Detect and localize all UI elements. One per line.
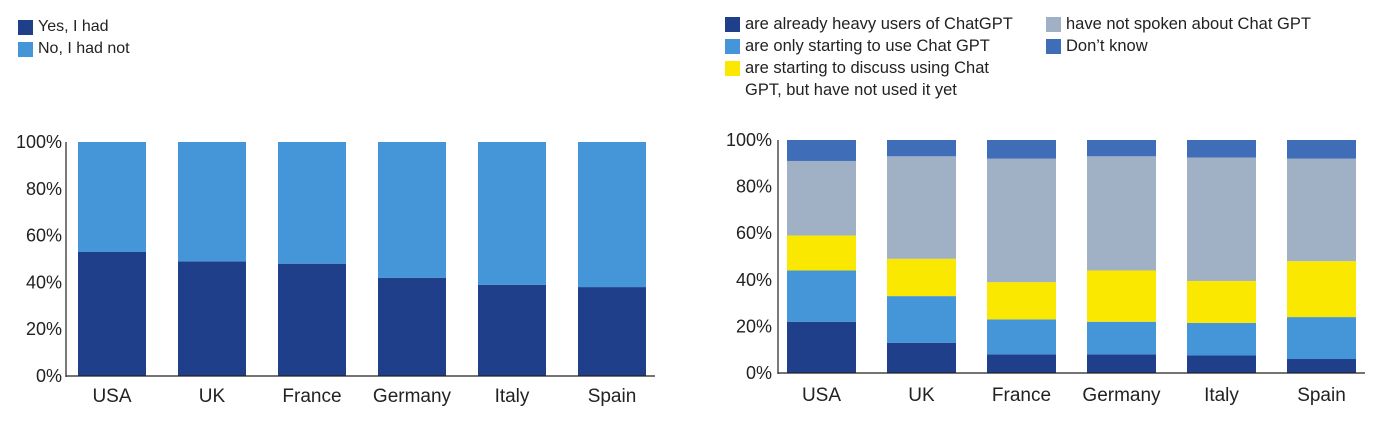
- x-tick-label: USA: [802, 385, 841, 406]
- bar-segment: [378, 277, 446, 376]
- bar-segment: [887, 342, 956, 373]
- legend-label: have not spoken about Chat GPT: [1066, 15, 1311, 33]
- legend-chart-1: Yes, I had No, I had not: [18, 16, 130, 60]
- bar-segment: [1087, 354, 1156, 373]
- bar-segment: [1187, 157, 1256, 281]
- bar-segment: [887, 296, 956, 343]
- legend-item: are already heavy users of ChatGPT: [725, 13, 1030, 35]
- legend-item: Yes, I had: [18, 16, 130, 38]
- legend-chart-2: are already heavy users of ChatGPT are o…: [725, 13, 1365, 101]
- bar-segment: [1187, 355, 1256, 373]
- bar-segment: [787, 321, 856, 373]
- x-tick-label: France: [992, 385, 1051, 406]
- bar-segment: [78, 251, 146, 376]
- y-tick-label: 40%: [26, 272, 62, 292]
- legend-label: are already heavy users of ChatGPT: [745, 15, 1013, 33]
- y-tick-label: 20%: [26, 319, 62, 339]
- legend-label: Yes, I had: [38, 18, 109, 35]
- bar-segment: [478, 142, 546, 285]
- bar-segment: [378, 142, 446, 278]
- legend-item: have not spoken about Chat GPT: [1046, 13, 1311, 35]
- bar-segment: [578, 142, 646, 288]
- legend-swatch: [18, 20, 33, 35]
- bar-segment: [1087, 321, 1156, 355]
- bar-segment: [887, 140, 956, 157]
- y-tick-label: 0%: [746, 363, 772, 383]
- x-tick-label: Spain: [588, 386, 637, 407]
- y-tick-label: 40%: [736, 270, 772, 290]
- bar-segment: [1287, 317, 1356, 360]
- bar-segment: [887, 156, 956, 259]
- legend-label: Don’t know: [1066, 37, 1148, 55]
- bar-segment: [787, 140, 856, 161]
- bar-segment: [1187, 140, 1256, 158]
- y-tick-label: 80%: [26, 179, 62, 199]
- bar-segment: [1087, 156, 1156, 271]
- x-tick-label: Spain: [1297, 385, 1346, 406]
- bar-segment: [1287, 140, 1356, 159]
- bar-segment: [278, 142, 346, 264]
- legend-label: No, I had not: [38, 40, 130, 57]
- legend-swatch: [725, 61, 740, 76]
- legend-item: No, I had not: [18, 38, 130, 60]
- bar-segment: [987, 282, 1056, 320]
- y-tick-label: 20%: [736, 316, 772, 336]
- bar-segment: [887, 258, 956, 297]
- bar-segment: [787, 235, 856, 271]
- bar-segment: [1287, 261, 1356, 318]
- bar-segment: [578, 287, 646, 376]
- legend-item: are starting to discuss using Chat GPT, …: [725, 57, 1030, 101]
- legend-item: Don’t know: [1046, 35, 1311, 57]
- bar-segment: [1287, 359, 1356, 373]
- y-tick-label: 60%: [736, 223, 772, 243]
- bar-segment: [1187, 280, 1256, 323]
- legend-swatch: [18, 42, 33, 57]
- bar-segment: [1187, 322, 1256, 356]
- bar-segment: [478, 284, 546, 376]
- bar-segment: [987, 354, 1056, 373]
- x-tick-label: Italy: [1204, 385, 1239, 406]
- bar-segment: [178, 142, 246, 262]
- legend-swatch: [725, 39, 740, 54]
- legend-column: have not spoken about Chat GPT Don’t kno…: [1046, 13, 1311, 101]
- x-tick-label: Italy: [495, 386, 530, 407]
- x-tick-label: France: [282, 386, 341, 407]
- y-tick-label: 100%: [726, 130, 772, 150]
- bar-segment: [1087, 270, 1156, 322]
- x-tick-label: Germany: [373, 386, 452, 407]
- bar-segment: [1087, 140, 1156, 157]
- y-tick-label: 100%: [16, 132, 62, 152]
- bar-segment: [278, 263, 346, 376]
- bar-segment: [987, 319, 1056, 355]
- y-tick-label: 0%: [36, 366, 62, 386]
- legend-label: are starting to discuss using Chat GPT, …: [745, 59, 989, 99]
- bar-segment: [787, 160, 856, 236]
- bar-segment: [787, 270, 856, 322]
- x-tick-label: USA: [92, 386, 131, 407]
- bar-segment: [78, 142, 146, 252]
- legend-column: are already heavy users of ChatGPT are o…: [725, 13, 1030, 101]
- legend-item: are only starting to use Chat GPT: [725, 35, 1030, 57]
- legend-swatch: [1046, 39, 1061, 54]
- y-tick-label: 60%: [26, 226, 62, 246]
- bar-segment: [178, 261, 246, 376]
- legend-label: are only starting to use Chat GPT: [745, 37, 990, 55]
- legend-swatch: [725, 17, 740, 32]
- y-tick-label: 80%: [736, 177, 772, 197]
- bar-segment: [1287, 158, 1356, 262]
- legend-swatch: [1046, 17, 1061, 32]
- bar-segment: [987, 158, 1056, 283]
- bar-segment: [987, 140, 1056, 159]
- x-tick-label: UK: [908, 385, 935, 406]
- x-tick-label: Germany: [1082, 385, 1161, 406]
- x-tick-label: UK: [199, 386, 226, 407]
